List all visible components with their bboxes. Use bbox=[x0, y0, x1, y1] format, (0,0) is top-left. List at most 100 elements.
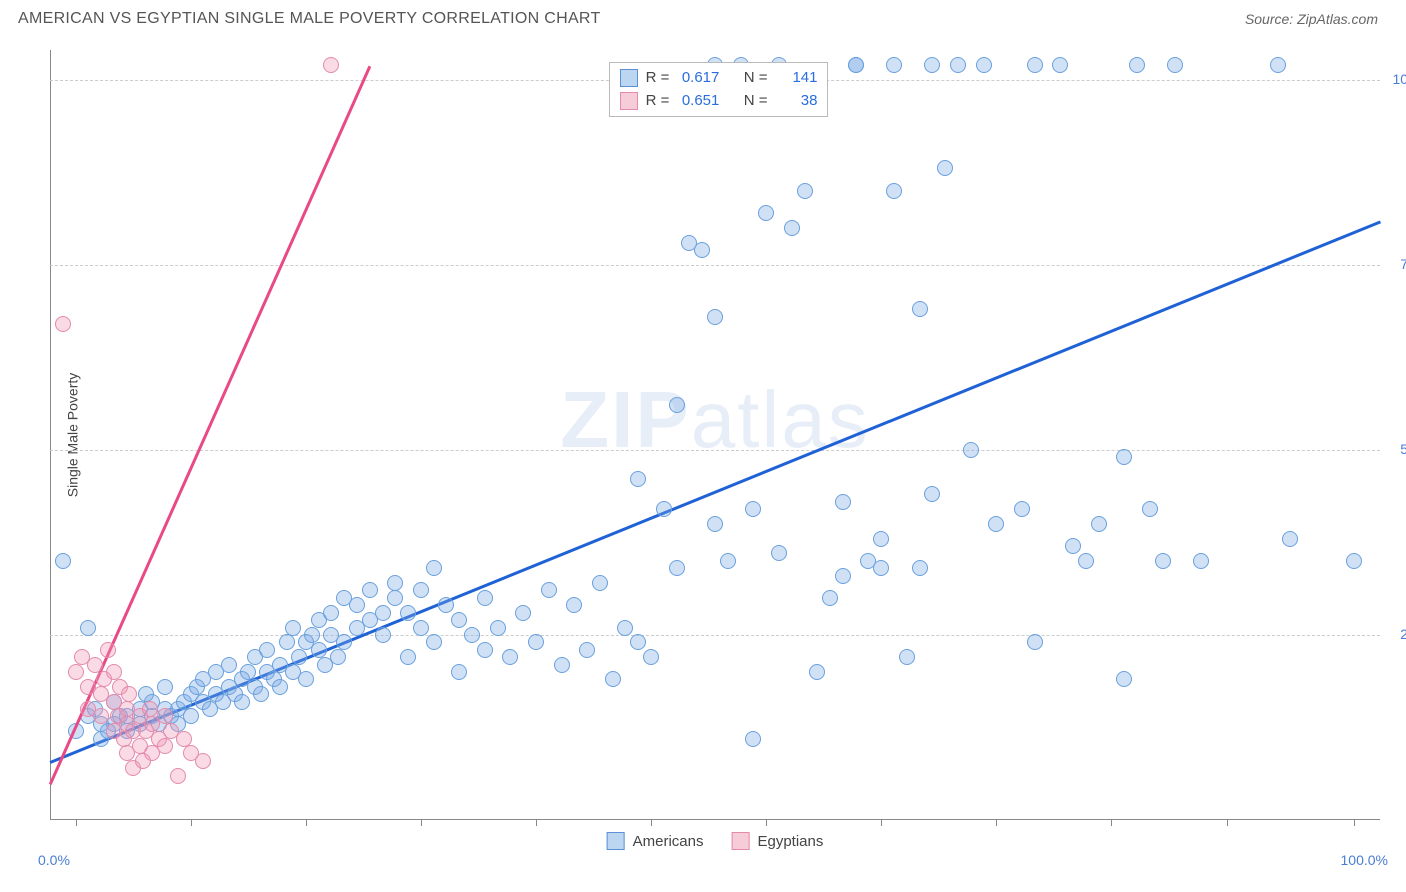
data-point bbox=[745, 731, 761, 747]
x-tick bbox=[191, 820, 192, 826]
legend-swatch bbox=[620, 92, 638, 110]
x-axis bbox=[50, 819, 1380, 820]
data-point bbox=[142, 701, 158, 717]
data-point bbox=[617, 620, 633, 636]
data-point bbox=[656, 501, 672, 517]
data-point bbox=[950, 57, 966, 73]
data-point bbox=[106, 664, 122, 680]
data-point bbox=[592, 575, 608, 591]
data-point bbox=[157, 679, 173, 695]
data-point bbox=[55, 316, 71, 332]
data-point bbox=[221, 657, 237, 673]
data-point bbox=[630, 471, 646, 487]
data-point bbox=[630, 634, 646, 650]
data-point bbox=[1270, 57, 1286, 73]
chart-source: Source: ZipAtlas.com bbox=[1245, 11, 1378, 27]
data-point bbox=[515, 605, 531, 621]
data-point bbox=[279, 634, 295, 650]
x-tick bbox=[651, 820, 652, 826]
data-point bbox=[963, 442, 979, 458]
x-tick bbox=[996, 820, 997, 826]
data-point bbox=[438, 597, 454, 613]
data-point bbox=[272, 679, 288, 695]
chart-title: AMERICAN VS EGYPTIAN SINGLE MALE POVERTY… bbox=[18, 10, 601, 28]
data-point bbox=[771, 545, 787, 561]
n-value: 141 bbox=[775, 67, 817, 90]
data-point bbox=[835, 494, 851, 510]
data-point bbox=[298, 671, 314, 687]
data-point bbox=[323, 57, 339, 73]
y-tick-label: 100.0% bbox=[1393, 71, 1406, 87]
gridline bbox=[50, 265, 1380, 266]
data-point bbox=[362, 582, 378, 598]
data-point bbox=[451, 612, 467, 628]
x-tick bbox=[536, 820, 537, 826]
data-point bbox=[87, 657, 103, 673]
data-point bbox=[387, 590, 403, 606]
data-point bbox=[121, 686, 137, 702]
data-point bbox=[176, 731, 192, 747]
x-tick bbox=[1111, 820, 1112, 826]
data-point bbox=[375, 627, 391, 643]
data-point bbox=[80, 620, 96, 636]
n-label: N = bbox=[744, 90, 768, 113]
data-point bbox=[55, 553, 71, 569]
data-point bbox=[451, 664, 467, 680]
chart-header: AMERICAN VS EGYPTIAN SINGLE MALE POVERTY… bbox=[0, 0, 1406, 32]
x-min-label: 0.0% bbox=[38, 852, 70, 868]
data-point bbox=[413, 620, 429, 636]
data-point bbox=[170, 768, 186, 784]
data-point bbox=[330, 649, 346, 665]
y-tick-label: 75.0% bbox=[1400, 256, 1406, 272]
data-point bbox=[413, 582, 429, 598]
n-label: N = bbox=[744, 67, 768, 90]
data-point bbox=[976, 57, 992, 73]
data-point bbox=[1167, 57, 1183, 73]
legend-row: R =0.617 N =141 bbox=[620, 67, 818, 90]
scatter-plot: ZIPatlas 25.0%50.0%75.0%100.0%R =0.617 N… bbox=[50, 50, 1380, 820]
watermark: ZIPatlas bbox=[560, 374, 869, 466]
data-point bbox=[1091, 516, 1107, 532]
n-value: 38 bbox=[775, 90, 817, 113]
data-point bbox=[1282, 531, 1298, 547]
data-point bbox=[541, 582, 557, 598]
data-point bbox=[809, 664, 825, 680]
data-point bbox=[68, 664, 84, 680]
legend-item: Americans bbox=[607, 832, 704, 850]
data-point bbox=[1078, 553, 1094, 569]
data-point bbox=[912, 560, 928, 576]
data-point bbox=[1129, 57, 1145, 73]
data-point bbox=[1346, 553, 1362, 569]
data-point bbox=[1142, 501, 1158, 517]
data-point bbox=[886, 183, 902, 199]
x-tick bbox=[306, 820, 307, 826]
data-point bbox=[579, 642, 595, 658]
data-point bbox=[157, 738, 173, 754]
data-point bbox=[234, 694, 250, 710]
data-point bbox=[1027, 634, 1043, 650]
data-point bbox=[387, 575, 403, 591]
data-point bbox=[899, 649, 915, 665]
data-point bbox=[1155, 553, 1171, 569]
correlation-legend: R =0.617 N =141R =0.651 N =38 bbox=[609, 62, 829, 117]
data-point bbox=[707, 309, 723, 325]
data-point bbox=[259, 642, 275, 658]
r-label: R = bbox=[646, 67, 670, 90]
x-tick bbox=[1227, 820, 1228, 826]
data-point bbox=[528, 634, 544, 650]
data-point bbox=[605, 671, 621, 687]
data-point bbox=[886, 57, 902, 73]
data-point bbox=[643, 649, 659, 665]
x-tick bbox=[881, 820, 882, 826]
x-tick bbox=[421, 820, 422, 826]
data-point bbox=[937, 160, 953, 176]
data-point bbox=[1193, 553, 1209, 569]
data-point bbox=[375, 605, 391, 621]
data-point bbox=[745, 501, 761, 517]
data-point bbox=[426, 634, 442, 650]
data-point bbox=[720, 553, 736, 569]
legend-swatch bbox=[620, 69, 638, 87]
r-value: 0.651 bbox=[677, 90, 719, 113]
data-point bbox=[477, 590, 493, 606]
data-point bbox=[873, 531, 889, 547]
